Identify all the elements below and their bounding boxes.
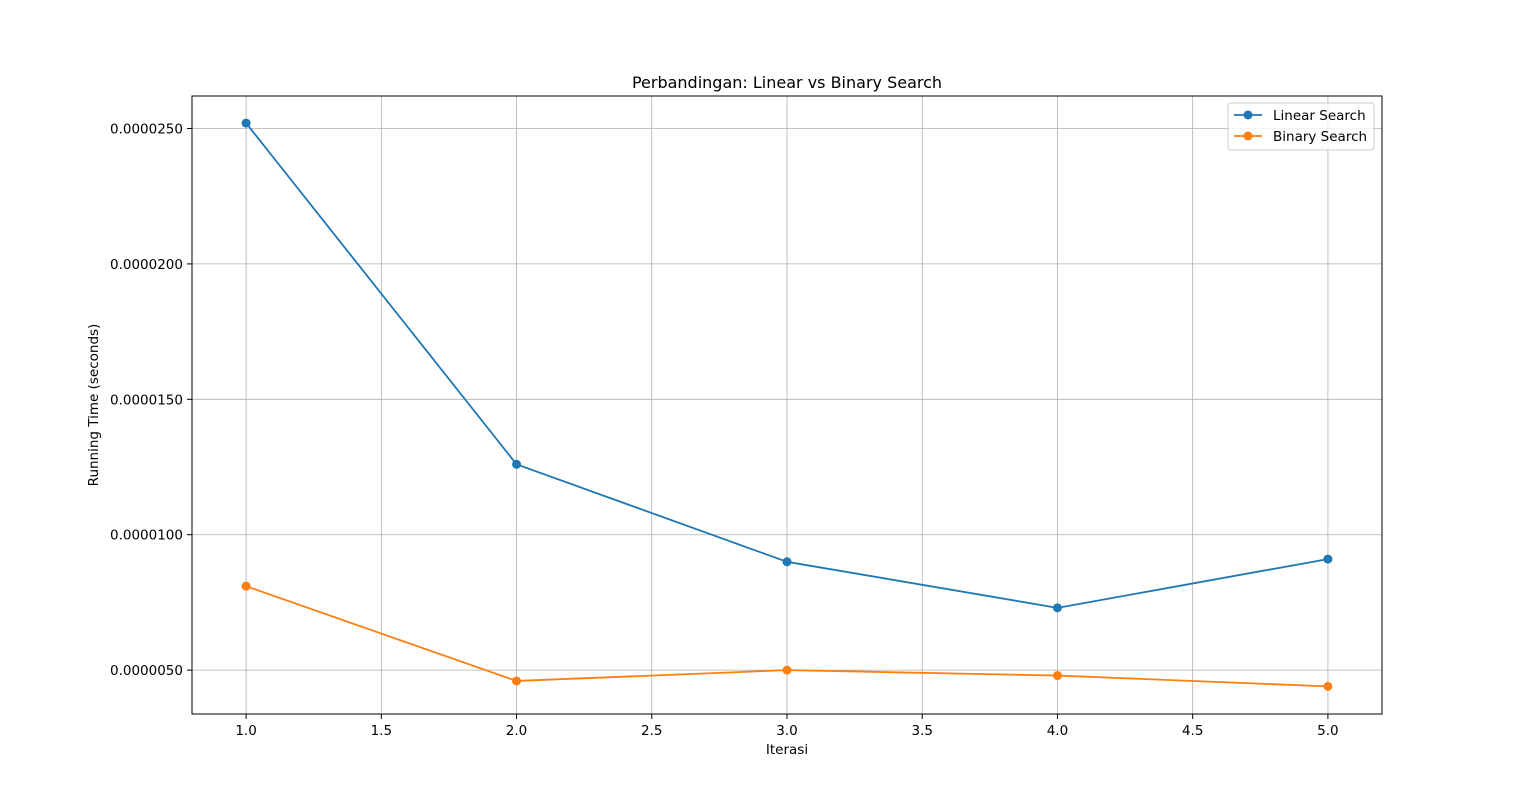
legend-box xyxy=(1227,102,1375,151)
x-axis-label: Iterasi xyxy=(766,742,808,758)
axis-ticks: 1.0 1.5 2.0 2.5 3.0 3.5 4.0 4.5 5.0 0.0000050 0.00… xyxy=(110,121,1339,739)
y-tick-label: 0.0000100 xyxy=(110,528,183,544)
series-binary-search xyxy=(241,581,1333,691)
data-point-linear-search xyxy=(241,118,251,128)
data-point-binary-search xyxy=(512,676,522,686)
x-tick-label: 4.0 xyxy=(1047,723,1068,739)
x-tick-label: 1.5 xyxy=(371,723,392,739)
data-point-binary-search xyxy=(782,665,792,675)
x-tick-label: 3.5 xyxy=(911,723,932,739)
legend-item-binary-search: Binary Search xyxy=(1234,129,1367,145)
x-tick-label: 1.0 xyxy=(235,723,256,739)
legend-item-linear-search: Linear Search xyxy=(1234,108,1366,124)
legend-marker-linear-search xyxy=(1243,110,1253,120)
x-tick-label: 2.0 xyxy=(506,723,527,739)
data-point-linear-search xyxy=(1052,603,1062,613)
x-tick-label: 3.0 xyxy=(776,723,797,739)
data-point-linear-search xyxy=(1323,554,1333,564)
data-point-linear-search xyxy=(512,459,522,469)
data-point-linear-search xyxy=(782,557,792,567)
x-tick-label: 2.5 xyxy=(641,723,662,739)
plot-series xyxy=(241,118,1333,691)
y-tick-label: 0.0000050 xyxy=(110,663,183,679)
legend-label-binary-search: Binary Search xyxy=(1273,129,1367,145)
x-tick-label: 5.0 xyxy=(1317,723,1338,739)
data-point-binary-search xyxy=(1052,671,1062,681)
y-tick-label: 0.0000200 xyxy=(110,257,183,273)
data-point-binary-search xyxy=(1323,681,1333,691)
legend-label-linear-search: Linear Search xyxy=(1273,108,1366,124)
data-point-binary-search xyxy=(241,581,251,591)
x-tick-label: 4.5 xyxy=(1182,723,1203,739)
y-tick-label: 0.0000150 xyxy=(110,392,183,408)
chart-title: Perbandingan: Linear vs Binary Search xyxy=(632,73,942,92)
legend-marker-binary-search xyxy=(1243,131,1253,141)
y-tick-label: 0.0000250 xyxy=(110,121,183,137)
legend: Linear Search Binary Search xyxy=(1227,102,1375,151)
y-axis-label: Running Time (seconds) xyxy=(86,324,102,487)
series-linear-search xyxy=(241,118,1333,613)
